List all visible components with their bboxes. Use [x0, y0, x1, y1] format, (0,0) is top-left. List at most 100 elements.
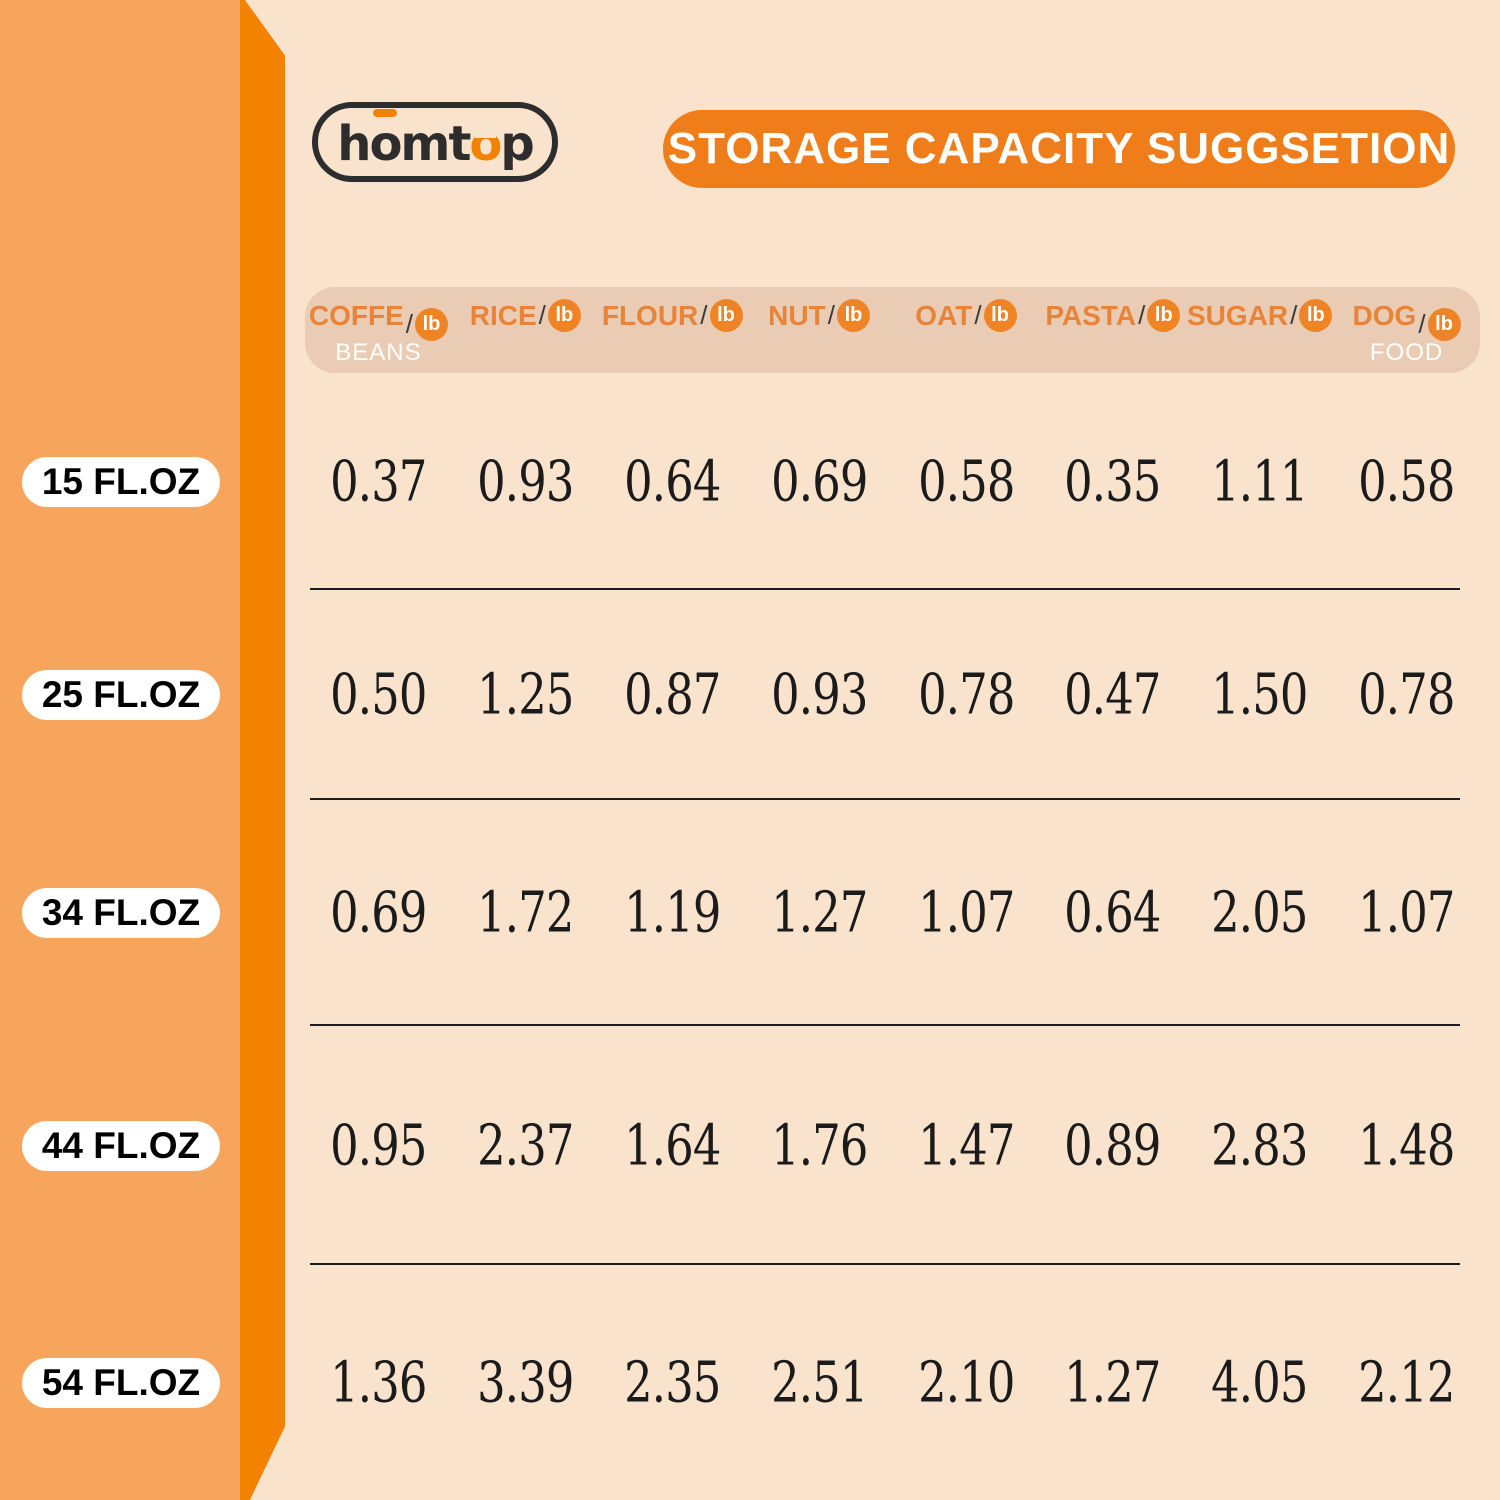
row-label-pill: 34 FL.OZ — [22, 888, 220, 938]
value-cell: 0.58 — [917, 449, 1015, 514]
unit-slash: / — [1138, 300, 1146, 330]
column-header-oat: OAT / lb — [893, 299, 1040, 373]
brand-logo: h o mt o p — [312, 102, 558, 182]
value-cell: 2.10 — [917, 1350, 1015, 1415]
value-cell: 3.39 — [477, 1350, 574, 1415]
value-cell: 1.07 — [1358, 880, 1455, 946]
value-cell: 1.07 — [917, 880, 1015, 946]
column-name: COFFE — [308, 299, 404, 331]
table-row: 15 FL.OZ 0.37 0.93 0.64 0.69 0.58 0.35 1… — [0, 373, 1500, 590]
value-cell: 1.48 — [1358, 1113, 1455, 1178]
value-cell: 0.50 — [330, 662, 427, 728]
value-cell: 0.69 — [770, 449, 868, 514]
column-header-sugar: SUGAR / lb — [1186, 299, 1333, 373]
value-cell: 2.05 — [1211, 880, 1308, 946]
column-name: OAT — [915, 299, 973, 331]
value-cell: 1.72 — [477, 880, 574, 946]
jar-lid-notch — [474, 132, 497, 139]
value-cell: 0.47 — [1064, 662, 1162, 728]
macron-accent — [373, 109, 398, 117]
value-cell: 1.36 — [330, 1350, 427, 1415]
unit-slash: / — [538, 300, 546, 330]
logo-letter-o-macron: o — [369, 109, 402, 168]
row-label-pill: 54 FL.OZ — [22, 1357, 220, 1408]
unit-badge-icon: lb — [1147, 299, 1181, 332]
unit-slash: / — [827, 300, 835, 330]
unit-slash: / — [974, 300, 982, 330]
table-row: 44 FL.OZ 0.95 2.37 1.64 1.76 1.47 0.89 2… — [0, 1026, 1500, 1265]
row-divider — [310, 798, 1460, 800]
value-cell: 1.50 — [1211, 662, 1308, 728]
value-cell: 0.78 — [1358, 662, 1455, 728]
logo-jar-o-icon: o — [469, 116, 502, 172]
logo-letters: mt — [400, 116, 471, 172]
value-cell: 0.89 — [1064, 1113, 1162, 1178]
value-cell: 0.35 — [1064, 449, 1162, 514]
value-cell: 0.93 — [770, 662, 868, 728]
row-label: 54 FL.OZ — [41, 1361, 201, 1403]
value-cell: 1.76 — [770, 1113, 868, 1178]
column-header-flour: FLOUR / lb — [599, 299, 746, 373]
value-cell: 2.35 — [623, 1350, 721, 1415]
row-divider — [310, 1024, 1460, 1026]
column-name: NUT — [768, 299, 826, 331]
value-cell: 1.11 — [1211, 449, 1308, 514]
unit-badge-icon: lb — [547, 299, 581, 332]
sidebar-band — [0, 0, 240, 1500]
logo-letter: p — [500, 116, 534, 172]
unit-slash: / — [1290, 300, 1298, 330]
unit-slash: / — [405, 309, 413, 339]
value-cell: 2.12 — [1358, 1350, 1455, 1415]
unit-badge-icon: lb — [836, 299, 870, 332]
value-cell: 0.69 — [330, 880, 427, 946]
value-cell: 0.64 — [1064, 880, 1162, 946]
value-cell: 1.19 — [623, 880, 721, 946]
unit-badge-icon: lb — [983, 299, 1017, 332]
unit-badge-icon: lb — [709, 299, 743, 332]
unit-slash: / — [700, 300, 708, 330]
row-label: 34 FL.OZ — [41, 892, 201, 933]
row-label: 44 FL.OZ — [41, 1124, 201, 1166]
column-name: SUGAR — [1187, 299, 1289, 331]
unit-badge-icon: lb — [1299, 299, 1333, 332]
page-title: STORAGE CAPACITY SUGGSETION — [667, 124, 1451, 173]
row-label-pill: 44 FL.OZ — [22, 1120, 220, 1171]
column-header-nut: NUT / lb — [746, 299, 893, 373]
capacity-table: 15 FL.OZ 0.37 0.93 0.64 0.69 0.58 0.35 1… — [0, 373, 1500, 1500]
value-cell: 0.87 — [623, 662, 721, 728]
column-header-rice: RICE / lb — [452, 299, 599, 373]
value-cell: 0.37 — [330, 449, 427, 514]
table-row: 34 FL.OZ 0.69 1.72 1.19 1.27 1.07 0.64 2… — [0, 800, 1500, 1026]
column-name: FLOUR — [601, 299, 699, 331]
row-label-pill: 15 FL.OZ — [22, 456, 220, 507]
column-subname: FOOD — [1369, 339, 1444, 366]
value-cell: 0.78 — [917, 662, 1015, 728]
column-header-dog-food: DOG / lb FOOD — [1333, 299, 1480, 373]
value-cell: 1.25 — [477, 662, 574, 728]
table-row: 25 FL.OZ 0.50 1.25 0.87 0.93 0.78 0.47 1… — [0, 590, 1500, 800]
value-cell: 1.64 — [623, 1113, 721, 1178]
value-cell: 2.51 — [770, 1350, 868, 1415]
row-divider — [310, 1263, 1460, 1265]
value-cell: 1.27 — [770, 880, 868, 946]
column-subname: BEANS — [335, 339, 422, 366]
row-label-pill: 25 FL.OZ — [22, 670, 220, 720]
value-cell: 0.95 — [330, 1113, 427, 1178]
value-cell: 0.93 — [477, 449, 574, 514]
column-name: RICE — [469, 299, 537, 331]
title-banner: STORAGE CAPACITY SUGGSETION — [663, 110, 1455, 188]
logo-letter: h — [337, 116, 371, 172]
value-cell: 1.27 — [1064, 1350, 1162, 1415]
column-name: PASTA — [1045, 299, 1137, 331]
column-header-pasta: PASTA / lb — [1039, 299, 1186, 373]
value-cell: 0.64 — [623, 449, 721, 514]
value-cell: 2.37 — [477, 1113, 574, 1178]
brand-logo-text: h o mt o p — [337, 109, 535, 172]
sidebar-edge-ribbon — [240, 0, 285, 1500]
table-header-band: COFFE / lb BEANS RICE / lb FLOUR / lb NUT / lb O… — [305, 287, 1480, 373]
table-row: 54 FL.OZ 1.36 3.39 2.35 2.51 2.10 1.27 4… — [0, 1265, 1500, 1500]
unit-badge-icon: lb — [415, 308, 448, 341]
value-cell: 1.47 — [917, 1113, 1015, 1178]
row-label: 25 FL.OZ — [41, 674, 201, 715]
